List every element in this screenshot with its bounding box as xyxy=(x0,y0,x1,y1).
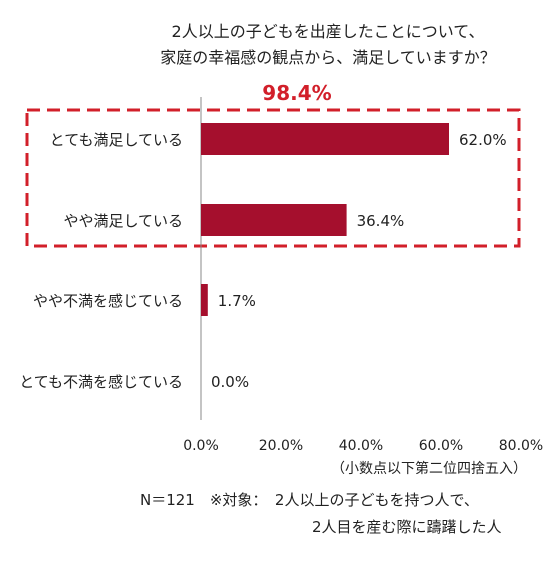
highlight-label: 98.4% xyxy=(262,81,331,105)
bar xyxy=(201,123,449,155)
highlight-box xyxy=(25,108,521,248)
x-tick-label: 80.0% xyxy=(499,438,543,454)
x-tick-label: 20.0% xyxy=(259,438,303,454)
x-tick-label: 60.0% xyxy=(419,438,463,454)
bar xyxy=(201,284,208,316)
category-label: やや不満を感じている xyxy=(33,292,183,310)
category-label: やや満足している xyxy=(63,212,183,230)
footnote-line: N＝121 ※対象： 2人以上の子どもを持つ人で、 xyxy=(140,491,479,509)
footnote-line: 2人目を産む際に躊躇した人 xyxy=(312,518,502,536)
x-tick-label: 0.0% xyxy=(183,438,219,454)
bar xyxy=(201,204,347,236)
rounding-note: （小数点以下第二位四捨五入） xyxy=(331,460,527,477)
chart-title-line: 家庭の幸福感の観点から、満足していますか？ xyxy=(160,48,496,67)
category-label: とても満足している xyxy=(50,131,183,149)
data-label: 62.0% xyxy=(459,131,507,149)
chart-title-line: 2人以上の子どもを出産したことについて、 xyxy=(172,22,485,41)
data-label: 36.4% xyxy=(357,212,405,230)
category-label: とても不満を感じている xyxy=(19,373,183,391)
data-label: 0.0% xyxy=(211,373,249,391)
data-label: 1.7% xyxy=(218,292,256,310)
x-tick-label: 40.0% xyxy=(339,438,383,454)
